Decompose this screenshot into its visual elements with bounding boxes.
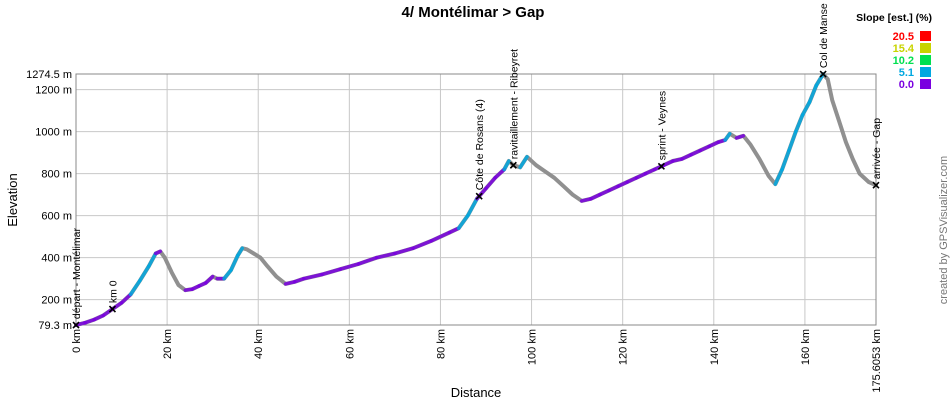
x-tick-label: 160 km bbox=[800, 329, 812, 365]
y-tick-label: 800 m bbox=[41, 169, 72, 181]
slope-segment bbox=[518, 155, 529, 170]
legend-entry-label: 15.4 bbox=[893, 43, 915, 55]
x-tick-label: 175.6053 km bbox=[871, 329, 883, 393]
slope-segment bbox=[456, 213, 470, 230]
slope-legend: Slope [est.] (%) 20.515.410.25.10.0 bbox=[856, 12, 932, 91]
legend-entry-label: 10.2 bbox=[893, 55, 914, 67]
legend-swatch bbox=[920, 67, 931, 77]
legend-title: Slope [est.] (%) bbox=[856, 12, 932, 24]
waypoint-label: Côte de Rosans (4) bbox=[474, 99, 486, 190]
slope-segment bbox=[153, 249, 163, 256]
waypoint-label: arrivée - Gap bbox=[871, 118, 883, 179]
slope-segment bbox=[235, 246, 245, 258]
waypoint-marker bbox=[108, 305, 117, 313]
x-tick-label: 0 km bbox=[71, 329, 83, 353]
legend-entry-label: 0.0 bbox=[899, 79, 914, 91]
y-tick-label: 1200 m bbox=[35, 85, 72, 97]
waypoint-marker bbox=[872, 181, 880, 189]
slope-segment bbox=[466, 197, 479, 218]
slope-segment bbox=[800, 100, 812, 117]
slope-segment bbox=[222, 268, 233, 281]
x-tick-label: 60 km bbox=[344, 329, 356, 359]
slope-segment bbox=[147, 251, 158, 268]
y-tick-label: 1000 m bbox=[35, 127, 72, 139]
x-tick-label: 100 km bbox=[527, 329, 539, 365]
y-tick-label: 200 m bbox=[41, 295, 72, 307]
elevation-profile bbox=[74, 72, 878, 328]
waypoint-marker bbox=[509, 161, 517, 169]
slope-segment bbox=[723, 131, 732, 142]
slope-segment bbox=[338, 262, 361, 271]
waypoint-label: ravitaillement - Ribeyret bbox=[508, 49, 520, 159]
x-tick-label: 40 km bbox=[253, 329, 265, 359]
slope-segment bbox=[807, 83, 819, 104]
x-axis-ticks: 0 km 20 km 40 km 60 km 80 km 100 km 120 km 140 … bbox=[71, 329, 883, 393]
legend-entry-label: 5.1 bbox=[899, 67, 914, 79]
slope-segment bbox=[119, 292, 133, 305]
waypoint-marker bbox=[475, 192, 483, 200]
slope-segment bbox=[229, 253, 240, 273]
slope-segment bbox=[204, 274, 215, 285]
waypoint-marker bbox=[657, 162, 665, 170]
slope-segment bbox=[302, 272, 324, 281]
slope-segment bbox=[787, 129, 798, 153]
slope-segment bbox=[773, 167, 784, 186]
slope-segment bbox=[484, 176, 497, 191]
slope-segment bbox=[429, 230, 452, 243]
slope-segment bbox=[794, 113, 805, 134]
waypoints: départ - Montélimar km 0 Côte de Rosans (4… bbox=[71, 3, 883, 329]
slope-segment bbox=[320, 267, 342, 277]
waypoint-marker bbox=[819, 70, 827, 78]
y-tick-label: 400 m bbox=[41, 253, 72, 265]
x-tick-label: 120 km bbox=[618, 329, 630, 365]
x-tick-label: 20 km bbox=[162, 329, 174, 359]
waypoint-marker bbox=[72, 321, 80, 329]
y-tick-label: 79.3 m bbox=[38, 320, 72, 332]
waypoint-label: départ - Montélimar bbox=[71, 228, 83, 320]
y-tick-label: 1274.5 m bbox=[26, 69, 72, 81]
slope-segment bbox=[502, 159, 511, 172]
credit-text: created by GPSVisualizer.com bbox=[938, 156, 950, 304]
waypoint-label: km 0 bbox=[107, 280, 119, 303]
slope-segment bbox=[780, 148, 791, 172]
x-axis-label: Distance bbox=[451, 385, 502, 400]
legend-swatch bbox=[920, 79, 931, 89]
legend-swatch bbox=[920, 43, 931, 53]
slope-segment bbox=[493, 167, 506, 180]
waypoint-label: sprint - Veynes bbox=[656, 91, 668, 160]
slope-segment bbox=[138, 264, 151, 283]
legend-entry-label: 20.5 bbox=[893, 31, 914, 43]
legend-swatch bbox=[920, 55, 931, 65]
slope-segment bbox=[411, 239, 434, 250]
slope-segment bbox=[374, 251, 397, 260]
slope-segment bbox=[734, 134, 746, 140]
slope-segment bbox=[128, 279, 142, 297]
legend-swatch bbox=[920, 31, 931, 41]
plot-frame bbox=[75, 73, 877, 326]
y-axis-ticks: 79.3 m 200 m 400 m 600 m 800 m 1000 m 1200 m 12… bbox=[26, 69, 72, 332]
waypoint-label: Col de Manse bbox=[818, 3, 830, 68]
y-axis-label: Elevation bbox=[5, 173, 20, 226]
x-tick-label: 140 km bbox=[709, 329, 721, 365]
y-tick-label: 600 m bbox=[41, 211, 72, 223]
x-tick-label: 80 km bbox=[435, 329, 447, 359]
chart-title: 4/ Montélimar > Gap bbox=[402, 4, 545, 21]
slope-segment bbox=[393, 246, 415, 256]
slope-segment bbox=[356, 255, 379, 266]
